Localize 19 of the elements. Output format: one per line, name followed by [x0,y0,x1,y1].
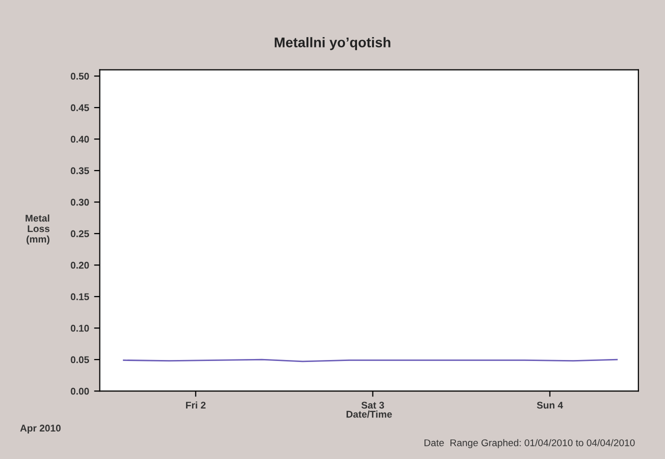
y-tick-label: 0.35 [70,167,90,174]
y-tick-label: 0.20 [70,262,89,269]
y-tick-label: 0.25 [70,230,90,238]
x-axis-title: Date/Time [346,410,392,418]
y-tick-label: 0.50 [70,72,89,80]
x-tick-label: Sun 4 [536,402,564,409]
y-tick-label: 0.15 [70,293,90,300]
y-tick-label: 0.10 [70,324,89,332]
y-tick-label: 0.45 [70,104,90,112]
chart-title: Metallni yo’qotish [274,37,390,50]
text: Date Range Graphed: 01/04/2010 to 04/04/2010 [424,439,635,448]
y-tick-label: 0.00 [70,388,89,395]
x-tick-label: Sat 3 [361,402,384,409]
y-tick-label: 0.30 [70,198,89,206]
text: Apr 2010 [20,424,61,434]
y-tick-label: 0.05 [70,356,90,364]
x-tick-label: Fri 2 [186,401,206,409]
y-axis-title: Metal Loss (mm) [26,214,50,245]
y-tick-label: 0.40 [70,136,89,143]
